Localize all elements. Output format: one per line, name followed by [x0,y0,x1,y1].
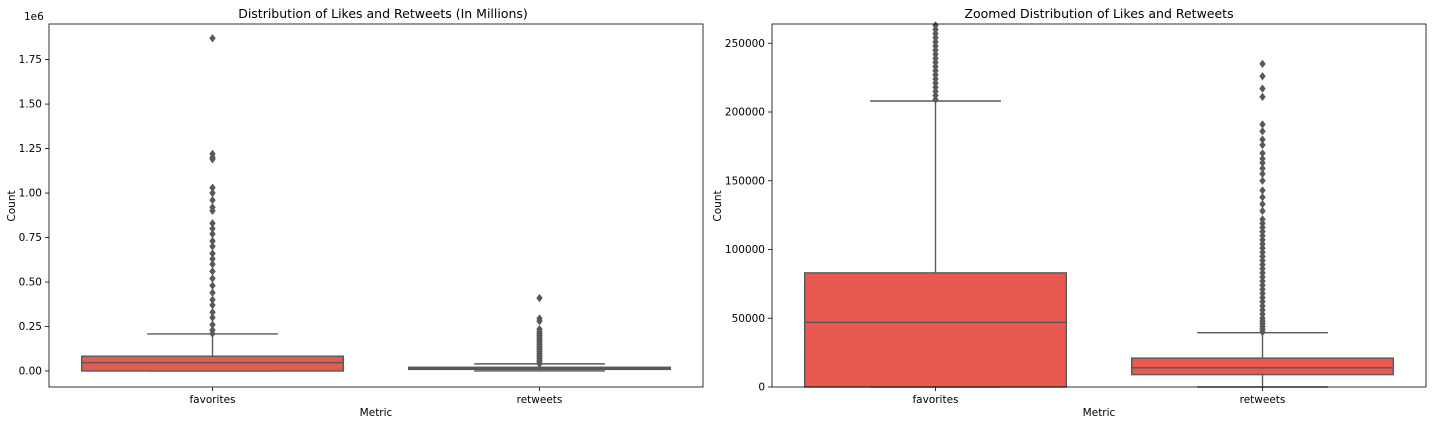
outlier-point [1259,154,1266,163]
outlier-point [932,21,939,30]
outlier-point [536,325,543,334]
left-chart-plot [80,34,672,372]
right-chart-x-tick-label: retweets [1240,394,1286,406]
outlier-point [1259,84,1266,93]
outlier-point [209,325,216,335]
outlier-point [209,219,216,228]
outlier-point [209,183,216,192]
outlier-point [1259,140,1266,150]
outlier-point [1259,193,1266,202]
outlier-point [209,229,216,239]
outlier-point [536,314,543,323]
outlier-point [209,320,216,329]
outlier-point [209,308,216,317]
outlier-point [1259,186,1266,195]
right-chart-plot [804,21,1394,388]
right-chart-title: Zoomed Distribution of Likes and Retweet… [964,6,1233,21]
outlier-point [209,267,216,276]
left-chart-y-tick-label: 1.00 [19,188,42,200]
outlier-point [209,300,216,310]
outlier-point [209,224,216,233]
outlier-point [536,293,543,303]
outlier-point [1259,135,1266,144]
outlier-point [209,288,216,297]
left-chart-y-tick-label: 1.25 [19,143,42,155]
outlier-point [209,260,216,269]
right-chart-y-tick-label: 50000 [732,313,765,325]
outlier-point [1259,127,1266,136]
right-chart-box-retweets [1130,59,1394,388]
left-chart-x-tick-label: favorites [189,394,235,406]
left-chart: Distribution of Likes and Retweets (In M… [6,6,704,419]
right-chart-y-tick-label: 0 [758,382,765,394]
left-chart-title: Distribution of Likes and Retweets (In M… [238,6,528,21]
left-chart-box-retweets [408,293,672,372]
outlier-point [1259,164,1266,173]
outlier-point [209,149,216,159]
outlier-point [1259,206,1266,216]
outlier-point [1259,149,1266,158]
right-chart-y-tick-label: 150000 [725,175,765,187]
outlier-point [1259,92,1266,102]
outlier-point [209,203,216,212]
outlier-point [209,281,216,290]
left-chart-y-tick-label: 0.25 [19,321,42,333]
outlier-point [209,249,216,258]
right-chart-y-tick-label: 200000 [725,107,765,119]
box-iqr [1130,357,1394,376]
left-chart-frame [48,23,704,388]
right-chart-x-tick-label: favorites [912,394,958,406]
left-chart-y-tick-label: 0.50 [19,277,42,289]
outlier-point [209,34,216,43]
outlier-point [1259,199,1266,209]
outlier-point [209,274,216,283]
left-chart-x-axis-label: Metric [360,407,393,419]
left-chart-y-tick-label: 1.75 [19,54,42,66]
right-chart-x-axis-label: Metric [1083,407,1116,419]
left-chart-y-tick-label: 0.75 [19,232,42,244]
right-chart-y-tick-label: 250000 [725,38,765,50]
left-chart-y-tick-label: 0.00 [19,365,42,377]
outlier-point [209,313,216,322]
outlier-point [209,295,216,304]
right-chart-box-favorites [804,21,1068,388]
right-chart-y-tick-label: 100000 [725,244,765,256]
outlier-point [209,188,216,198]
right-chart-y-axis-label: Count [712,190,724,221]
outlier-point [1259,215,1266,224]
outlier-point [209,236,216,246]
outlier-point [1259,169,1266,179]
right-chart: Zoomed Distribution of Likes and Retweet… [712,6,1427,419]
left-chart-box-favorites [80,34,345,372]
outlier-point [1259,120,1266,129]
box-iqr [804,272,1068,388]
left-chart-y-tick-label: 1.50 [19,99,42,111]
box-iqr [80,355,345,372]
outlier-point [209,242,216,251]
outlier-point [1259,72,1266,81]
outlier-point [209,254,216,264]
outlier-point [209,196,216,205]
left-chart-offset-label: 1e6 [24,11,44,23]
left-chart-y-axis-label: Count [6,190,18,221]
outlier-point [1259,176,1266,185]
outlier-point [1259,59,1266,69]
left-chart-x-tick-label: retweets [517,394,563,406]
right-chart-frame [771,23,1427,388]
